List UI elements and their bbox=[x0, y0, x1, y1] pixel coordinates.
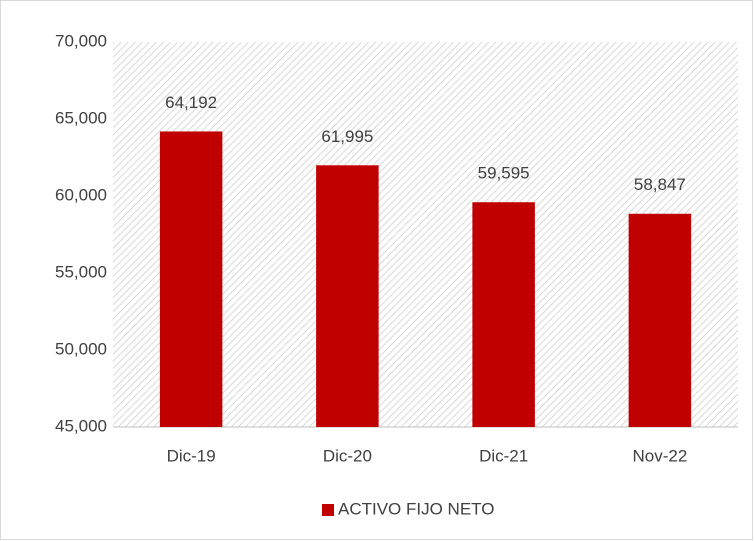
y-tick-label: 55,000 bbox=[55, 262, 107, 281]
y-tick-label: 50,000 bbox=[55, 339, 107, 358]
legend-label: ACTIVO FIJO NETO bbox=[338, 499, 494, 518]
bar bbox=[628, 213, 692, 427]
y-tick-label: 65,000 bbox=[55, 108, 107, 127]
data-label: 61,995 bbox=[321, 127, 373, 146]
legend-swatch bbox=[322, 504, 334, 516]
y-tick-label: 70,000 bbox=[55, 31, 107, 50]
y-tick-label: 60,000 bbox=[55, 185, 107, 204]
bar bbox=[472, 202, 535, 427]
x-tick-label: Dic-21 bbox=[479, 446, 528, 465]
bar bbox=[159, 131, 223, 427]
data-label: 59,595 bbox=[478, 164, 530, 183]
data-label: 58,847 bbox=[634, 175, 686, 194]
y-tick-label: 45,000 bbox=[55, 416, 107, 435]
x-tick-label: Dic-19 bbox=[167, 446, 216, 465]
x-tick-label: Dic-20 bbox=[323, 446, 372, 465]
bar bbox=[316, 165, 379, 428]
x-tick-label: Nov-22 bbox=[632, 446, 687, 465]
data-label: 64,192 bbox=[165, 93, 217, 112]
